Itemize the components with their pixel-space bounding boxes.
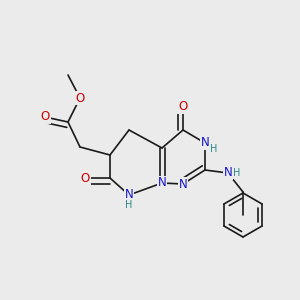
Text: O: O (80, 172, 90, 184)
Text: N: N (201, 136, 209, 149)
Text: N: N (178, 178, 188, 190)
Text: N: N (124, 188, 134, 202)
Text: O: O (75, 92, 85, 104)
Text: H: H (125, 200, 133, 210)
Text: O: O (40, 110, 50, 124)
Text: H: H (210, 144, 218, 154)
Text: N: N (224, 167, 232, 179)
Text: O: O (178, 100, 188, 113)
Text: N: N (158, 176, 166, 190)
Text: H: H (233, 168, 241, 178)
